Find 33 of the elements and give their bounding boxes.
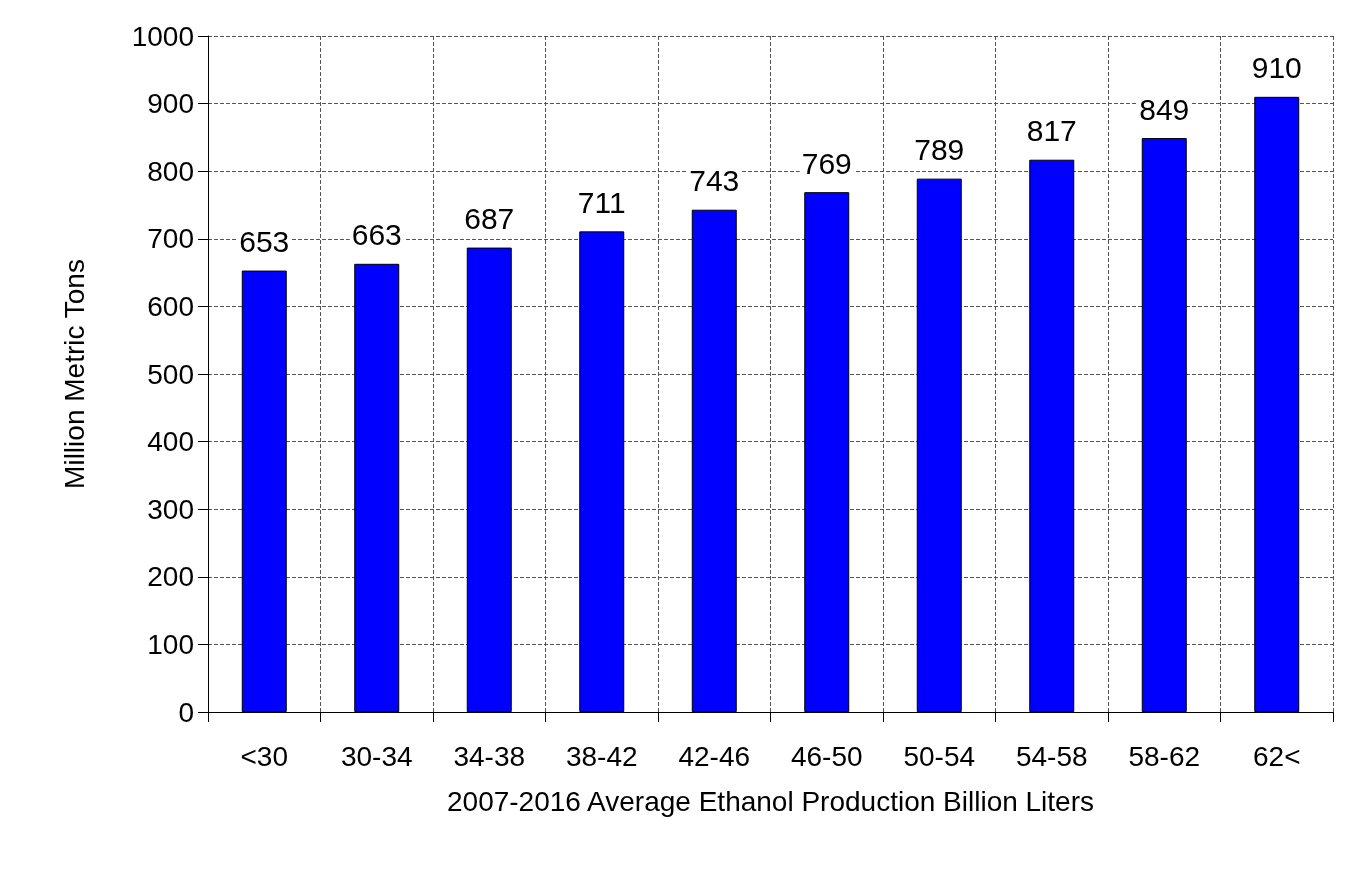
data-label: 653 (239, 225, 290, 259)
x-tick-label: 46-50 (790, 740, 863, 772)
data-label: 769 (801, 146, 852, 180)
x-tick-label: 42-46 (678, 740, 751, 772)
data-label: 910 (1251, 51, 1302, 85)
x-tick-label: 62< (1253, 740, 1301, 772)
data-label: 663 (351, 218, 402, 252)
x-tick-label: <30 (240, 740, 288, 772)
data-label: 817 (1026, 114, 1077, 148)
y-tick-label: 800 (147, 155, 194, 187)
x-tick-label: 38-42 (565, 740, 638, 772)
x-tick-label: 58-62 (1128, 740, 1201, 772)
data-label: 743 (689, 164, 740, 198)
y-tick-label: 300 (147, 493, 194, 525)
y-tick-label: 600 (147, 290, 194, 322)
y-tick-label: 700 (147, 223, 194, 255)
y-tick-label: 900 (147, 88, 194, 120)
y-tick-label: 500 (147, 358, 194, 390)
y-axis-title: Million Metric Tons (58, 259, 90, 489)
x-tick-label: 30-34 (340, 740, 413, 772)
x-tick-label: 34-38 (453, 740, 526, 772)
x-tick-label: 54-58 (1015, 740, 1088, 772)
y-tick-label: 100 (147, 628, 194, 660)
data-label: 849 (1139, 92, 1190, 126)
data-label: 711 (577, 185, 626, 219)
data-label: 789 (914, 133, 965, 167)
y-tick-label: 400 (147, 426, 194, 458)
x-tick-label: 50-54 (903, 740, 976, 772)
data-label: 687 (464, 202, 515, 236)
y-tick-label: 200 (147, 561, 194, 593)
y-tick-label: 0 (178, 696, 194, 728)
x-axis-title: 2007-2016 Average Ethanol Production Billion Liters (446, 785, 1095, 817)
y-tick-label: 1000 (131, 20, 194, 52)
